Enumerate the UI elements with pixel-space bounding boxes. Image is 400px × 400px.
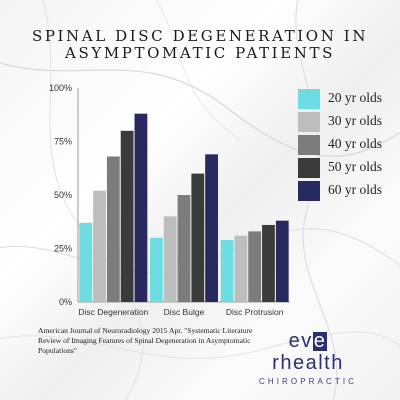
- brand-logo: everhealth CHIROPRACTIC: [258, 330, 358, 386]
- logo-wordmark: everhealth: [258, 330, 358, 374]
- y-tick-label: 100%: [49, 83, 72, 93]
- bar: [262, 224, 275, 302]
- logo-subtitle: CHIROPRACTIC: [258, 377, 358, 386]
- bar: [275, 220, 289, 302]
- legend-label: 50 yr olds: [328, 159, 382, 174]
- bar: [205, 154, 218, 302]
- chart-legend: 20 yr olds 30 yr olds 40 yr olds 50 yr o…: [298, 89, 398, 204]
- bar: [79, 222, 93, 302]
- legend-label: 60 yr olds: [328, 182, 382, 197]
- chart-title-line1: SPINAL DISC DEGENERATION IN: [31, 27, 369, 45]
- logo-text-pre: ev: [288, 330, 313, 352]
- bar: [177, 195, 191, 302]
- bar: [120, 130, 134, 302]
- bar: [220, 239, 234, 302]
- y-tick-label: 0%: [59, 297, 72, 307]
- bar: [106, 156, 120, 302]
- x-category-label: Disc Bulge: [164, 307, 205, 317]
- logo-text-post: rhealth: [272, 352, 344, 374]
- legend-swatch: [298, 158, 320, 178]
- legend-swatch: [298, 89, 320, 109]
- x-category-label: Disc Degeneration: [78, 307, 148, 317]
- logo-highlight-letter: e: [312, 330, 328, 352]
- legend-swatch: [298, 181, 320, 201]
- legend-item-30: 30 yr olds: [298, 112, 398, 135]
- y-tick-label: 25%: [54, 244, 72, 254]
- bar: [234, 235, 248, 302]
- legend-label: 30 yr olds: [328, 113, 382, 128]
- y-tick-label: 50%: [54, 190, 72, 200]
- citation-text: American Journal of Neuroradiology 2015 …: [38, 326, 253, 356]
- legend-label: 20 yr olds: [328, 90, 382, 105]
- legend-label: 40 yr olds: [328, 136, 382, 151]
- chart-title-line2: ASYMPTOMATIC PATIENTS: [65, 44, 335, 62]
- legend-item-50: 50 yr olds: [298, 158, 398, 181]
- bar: [163, 216, 177, 302]
- bar: [134, 113, 148, 303]
- bar: [150, 237, 163, 302]
- legend-swatch: [298, 112, 320, 132]
- legend-swatch: [298, 135, 320, 155]
- y-tick-label: 75%: [54, 137, 72, 147]
- bar: [93, 190, 106, 302]
- legend-item-60: 60 yr olds: [298, 181, 398, 204]
- legend-item-40: 40 yr olds: [298, 135, 398, 158]
- legend-item-20: 20 yr olds: [298, 89, 398, 112]
- x-category-label: Disc Protrusion: [226, 307, 284, 317]
- bar: [248, 231, 262, 302]
- bar: [191, 173, 205, 302]
